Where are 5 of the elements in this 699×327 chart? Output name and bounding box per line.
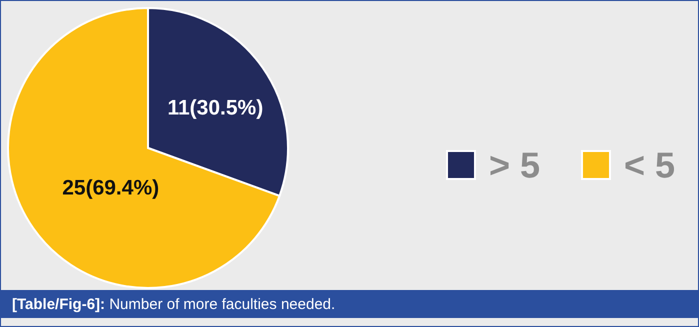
text: [Table/Fig-6]: Number of more faculties needed. bbox=[12, 296, 336, 312]
legend-label: > 5 bbox=[489, 144, 540, 186]
legend-label: < 5 bbox=[624, 144, 676, 186]
data-label: 25(69.4%) bbox=[62, 176, 160, 200]
data-label: 11(30.5%) bbox=[167, 96, 264, 120]
